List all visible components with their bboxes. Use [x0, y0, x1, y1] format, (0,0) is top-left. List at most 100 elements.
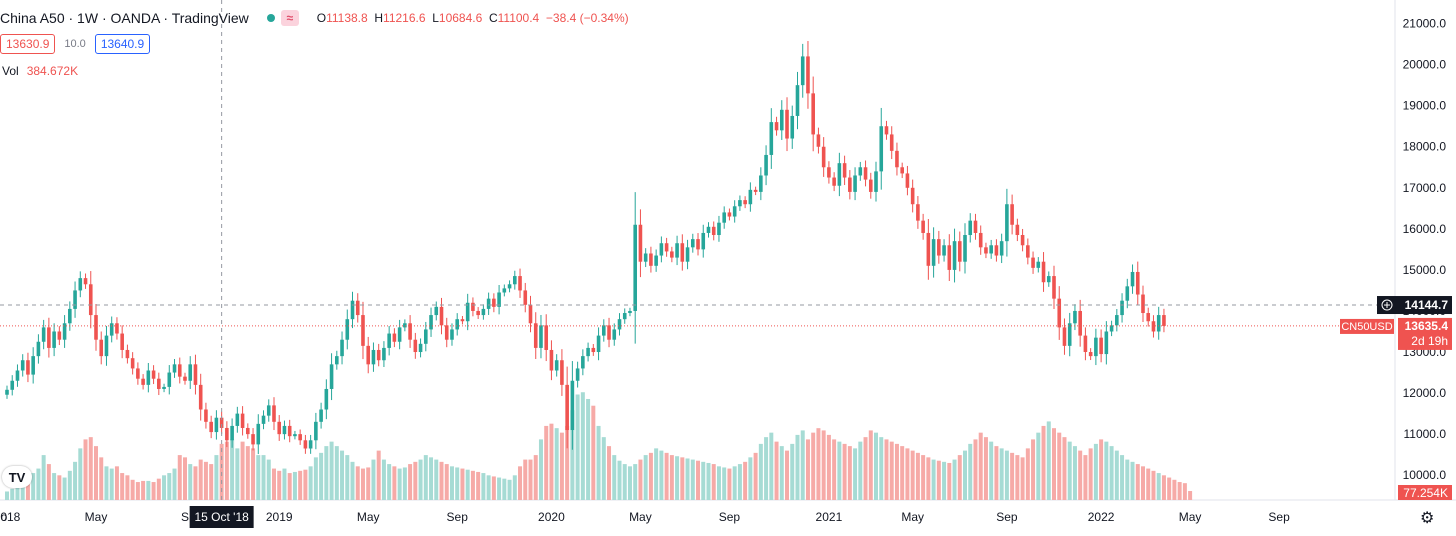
volume-bar: [324, 446, 329, 500]
candle-body: [94, 315, 98, 340]
candle-body: [1109, 325, 1114, 332]
volume-bar: [764, 437, 769, 500]
price-tick-label: 15000.0: [1403, 263, 1447, 277]
candle-body: [1052, 276, 1056, 299]
symbol-title[interactable]: China A50 · 1W · OANDA · TradingView: [0, 10, 249, 26]
candle-body: [549, 349, 554, 371]
volume-bar: [1099, 439, 1104, 500]
candle-body: [361, 315, 365, 346]
candle-body: [5, 389, 9, 395]
low-value: 10684.6: [438, 11, 483, 25]
last-volume-badge: [1398, 485, 1452, 500]
volume-bar: [638, 459, 643, 500]
volume-legend[interactable]: Vol 384.672K: [2, 64, 78, 78]
volume-bar: [313, 457, 318, 500]
candle-body: [57, 331, 62, 340]
volume-bar: [680, 457, 685, 500]
candle-body: [376, 349, 381, 361]
volume-bar: [512, 475, 517, 500]
candle-body: [1120, 300, 1124, 316]
volume-bar: [455, 467, 460, 500]
price-tick-label: 20000.0: [1403, 58, 1447, 72]
volume-bar: [193, 466, 198, 500]
volume-bar: [847, 446, 852, 500]
candle-body: [947, 245, 952, 270]
candle-body: [858, 167, 863, 176]
candle-body: [1094, 337, 1098, 357]
volume-bar: [774, 441, 779, 500]
volume-bar: [355, 466, 360, 500]
volume-bar: [586, 398, 591, 500]
volume-bar: [1146, 468, 1151, 500]
candle-body: [31, 356, 35, 375]
price-tick-label: 11000.0: [1404, 427, 1447, 441]
volume-bar: [491, 476, 496, 500]
volume-bar: [811, 432, 816, 500]
candle-body: [732, 206, 737, 217]
volume-bar: [256, 455, 261, 500]
candle-body: [172, 364, 177, 373]
volume-bar: [643, 455, 648, 500]
volume-bar: [146, 480, 151, 500]
buy-button[interactable]: 13640.9: [94, 34, 151, 54]
indicator-wave-icon[interactable]: ≈: [280, 10, 299, 26]
candle-body: [581, 356, 585, 369]
candle-body: [848, 177, 852, 192]
volume-label: Vol: [2, 64, 19, 78]
volume-bar: [434, 459, 439, 500]
volume-bar: [1109, 446, 1114, 500]
candle-body: [240, 413, 245, 428]
gear-icon[interactable]: ⚙: [1420, 510, 1435, 527]
candle-body: [329, 364, 334, 389]
candle-body: [680, 243, 685, 262]
volume-bar: [5, 491, 9, 500]
volume-bar: [277, 470, 282, 500]
volume-bar: [968, 443, 973, 500]
candle-body: [355, 300, 360, 316]
volume-bar: [575, 394, 580, 500]
candle-body: [769, 122, 774, 155]
candle-body: [125, 349, 130, 359]
sell-button[interactable]: 13630.9: [0, 34, 56, 54]
candle-body: [424, 329, 428, 344]
volume-bar: [617, 460, 622, 500]
volume-bar: [685, 458, 690, 500]
volume-bar: [743, 461, 748, 500]
volume-bar: [151, 482, 156, 500]
time-tick-label: Sep: [1268, 510, 1290, 524]
volume-bar: [957, 455, 962, 500]
candle-body: [345, 319, 350, 340]
volume-bar: [842, 443, 847, 500]
candle-body: [1146, 313, 1151, 322]
volume-bar: [83, 439, 88, 500]
candle-body: [251, 434, 255, 445]
volume-bar: [360, 468, 365, 500]
volume-bar: [952, 459, 957, 500]
volume-bar: [240, 441, 245, 500]
volume-bar: [507, 479, 512, 500]
tradingview-logo-icon[interactable]: TV: [2, 466, 32, 488]
candle-body: [827, 167, 831, 178]
volume-bar: [601, 437, 606, 500]
volume-bar: [46, 464, 51, 500]
price-tick-label: 21000.0: [1403, 17, 1447, 31]
volume-bar: [78, 448, 83, 500]
volume-bar: [894, 443, 899, 500]
candle-body: [392, 333, 397, 342]
volume-bar: [109, 468, 114, 500]
trade-panel: 13630.9 10.0 13640.9: [0, 34, 151, 54]
volume-bar: [790, 443, 795, 500]
candle-body: [1104, 331, 1109, 355]
candle-body: [481, 308, 486, 316]
candle-body: [486, 298, 491, 309]
volume-bar: [978, 432, 983, 500]
time-tick-label: 2021: [816, 510, 843, 524]
candle-body: [926, 232, 931, 266]
volume-bar: [319, 452, 324, 500]
candle-body: [889, 134, 894, 151]
volume-value: 384.672K: [26, 64, 79, 78]
volume-bar: [821, 430, 826, 500]
volume-bar: [816, 428, 821, 500]
candle-body: [1083, 335, 1088, 353]
